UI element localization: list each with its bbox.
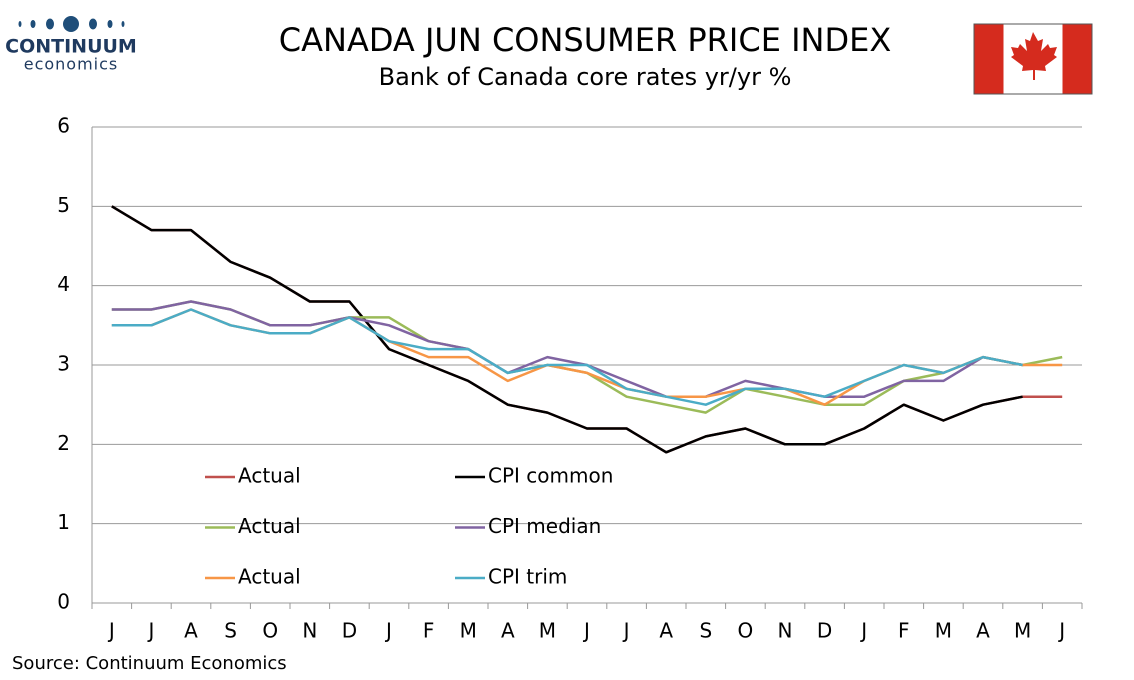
- x-tick-label: O: [262, 619, 278, 643]
- legend-label: CPI median: [488, 514, 601, 538]
- y-tick-label: 0: [57, 590, 70, 614]
- x-tick-label: J: [582, 619, 590, 643]
- legend-label: Actual: [238, 565, 301, 589]
- x-tick-label: S: [224, 619, 237, 643]
- y-tick-label: 5: [57, 193, 70, 217]
- series-line: [111, 300, 1023, 398]
- x-tick-label: M: [460, 619, 477, 643]
- x-tick-label: M: [935, 619, 952, 643]
- x-tick-label: M: [1014, 619, 1031, 643]
- x-tick-label: F: [898, 619, 910, 643]
- x-tick-label: J: [859, 619, 867, 643]
- x-tick-label: S: [699, 619, 712, 643]
- x-tick-label: J: [384, 619, 392, 643]
- x-tick-label: A: [976, 619, 990, 643]
- x-tick-label: A: [659, 619, 673, 643]
- source: Source: Continuum Economics: [12, 653, 287, 674]
- legend-label: CPI common: [488, 464, 613, 488]
- x-tick-label: O: [738, 619, 754, 643]
- x-tick-label: D: [342, 619, 357, 643]
- legend-label: Actual: [238, 464, 301, 488]
- series-line: [111, 308, 1063, 406]
- x-tick-label: J: [622, 619, 630, 643]
- x-tick-label: D: [817, 619, 832, 643]
- x-tick-label: A: [184, 619, 198, 643]
- x-tick-label: F: [423, 619, 435, 643]
- series-line: [111, 205, 1023, 454]
- x-tick-label: A: [501, 619, 515, 643]
- logo: CONTINUUM economics: [5, 16, 137, 74]
- logo-name: CONTINUUM: [5, 36, 137, 58]
- x-tick-label: J: [146, 619, 154, 643]
- y-tick-label: 1: [57, 510, 70, 534]
- x-tick-label: M: [539, 619, 556, 643]
- y-tick-label: 4: [57, 272, 70, 296]
- flag: [973, 23, 1093, 95]
- x-tick-label: N: [302, 619, 317, 643]
- x-tick-label: J: [107, 619, 115, 643]
- legend-label: Actual: [238, 514, 301, 538]
- y-tick-label: 3: [57, 352, 70, 376]
- x-tick-label: J: [1057, 619, 1065, 643]
- y-tick-label: 6: [57, 114, 70, 138]
- x-tick-label: N: [778, 619, 793, 643]
- chart-title: CANADA JUN CONSUMER PRICE INDEX: [279, 21, 891, 59]
- legend-label: CPI trim: [488, 565, 567, 589]
- series-line: [111, 308, 1023, 406]
- chart-subtitle: Bank of Canada core rates yr/yr %: [379, 63, 792, 91]
- y-tick-label: 2: [57, 431, 70, 455]
- logo-sub: economics: [24, 55, 119, 74]
